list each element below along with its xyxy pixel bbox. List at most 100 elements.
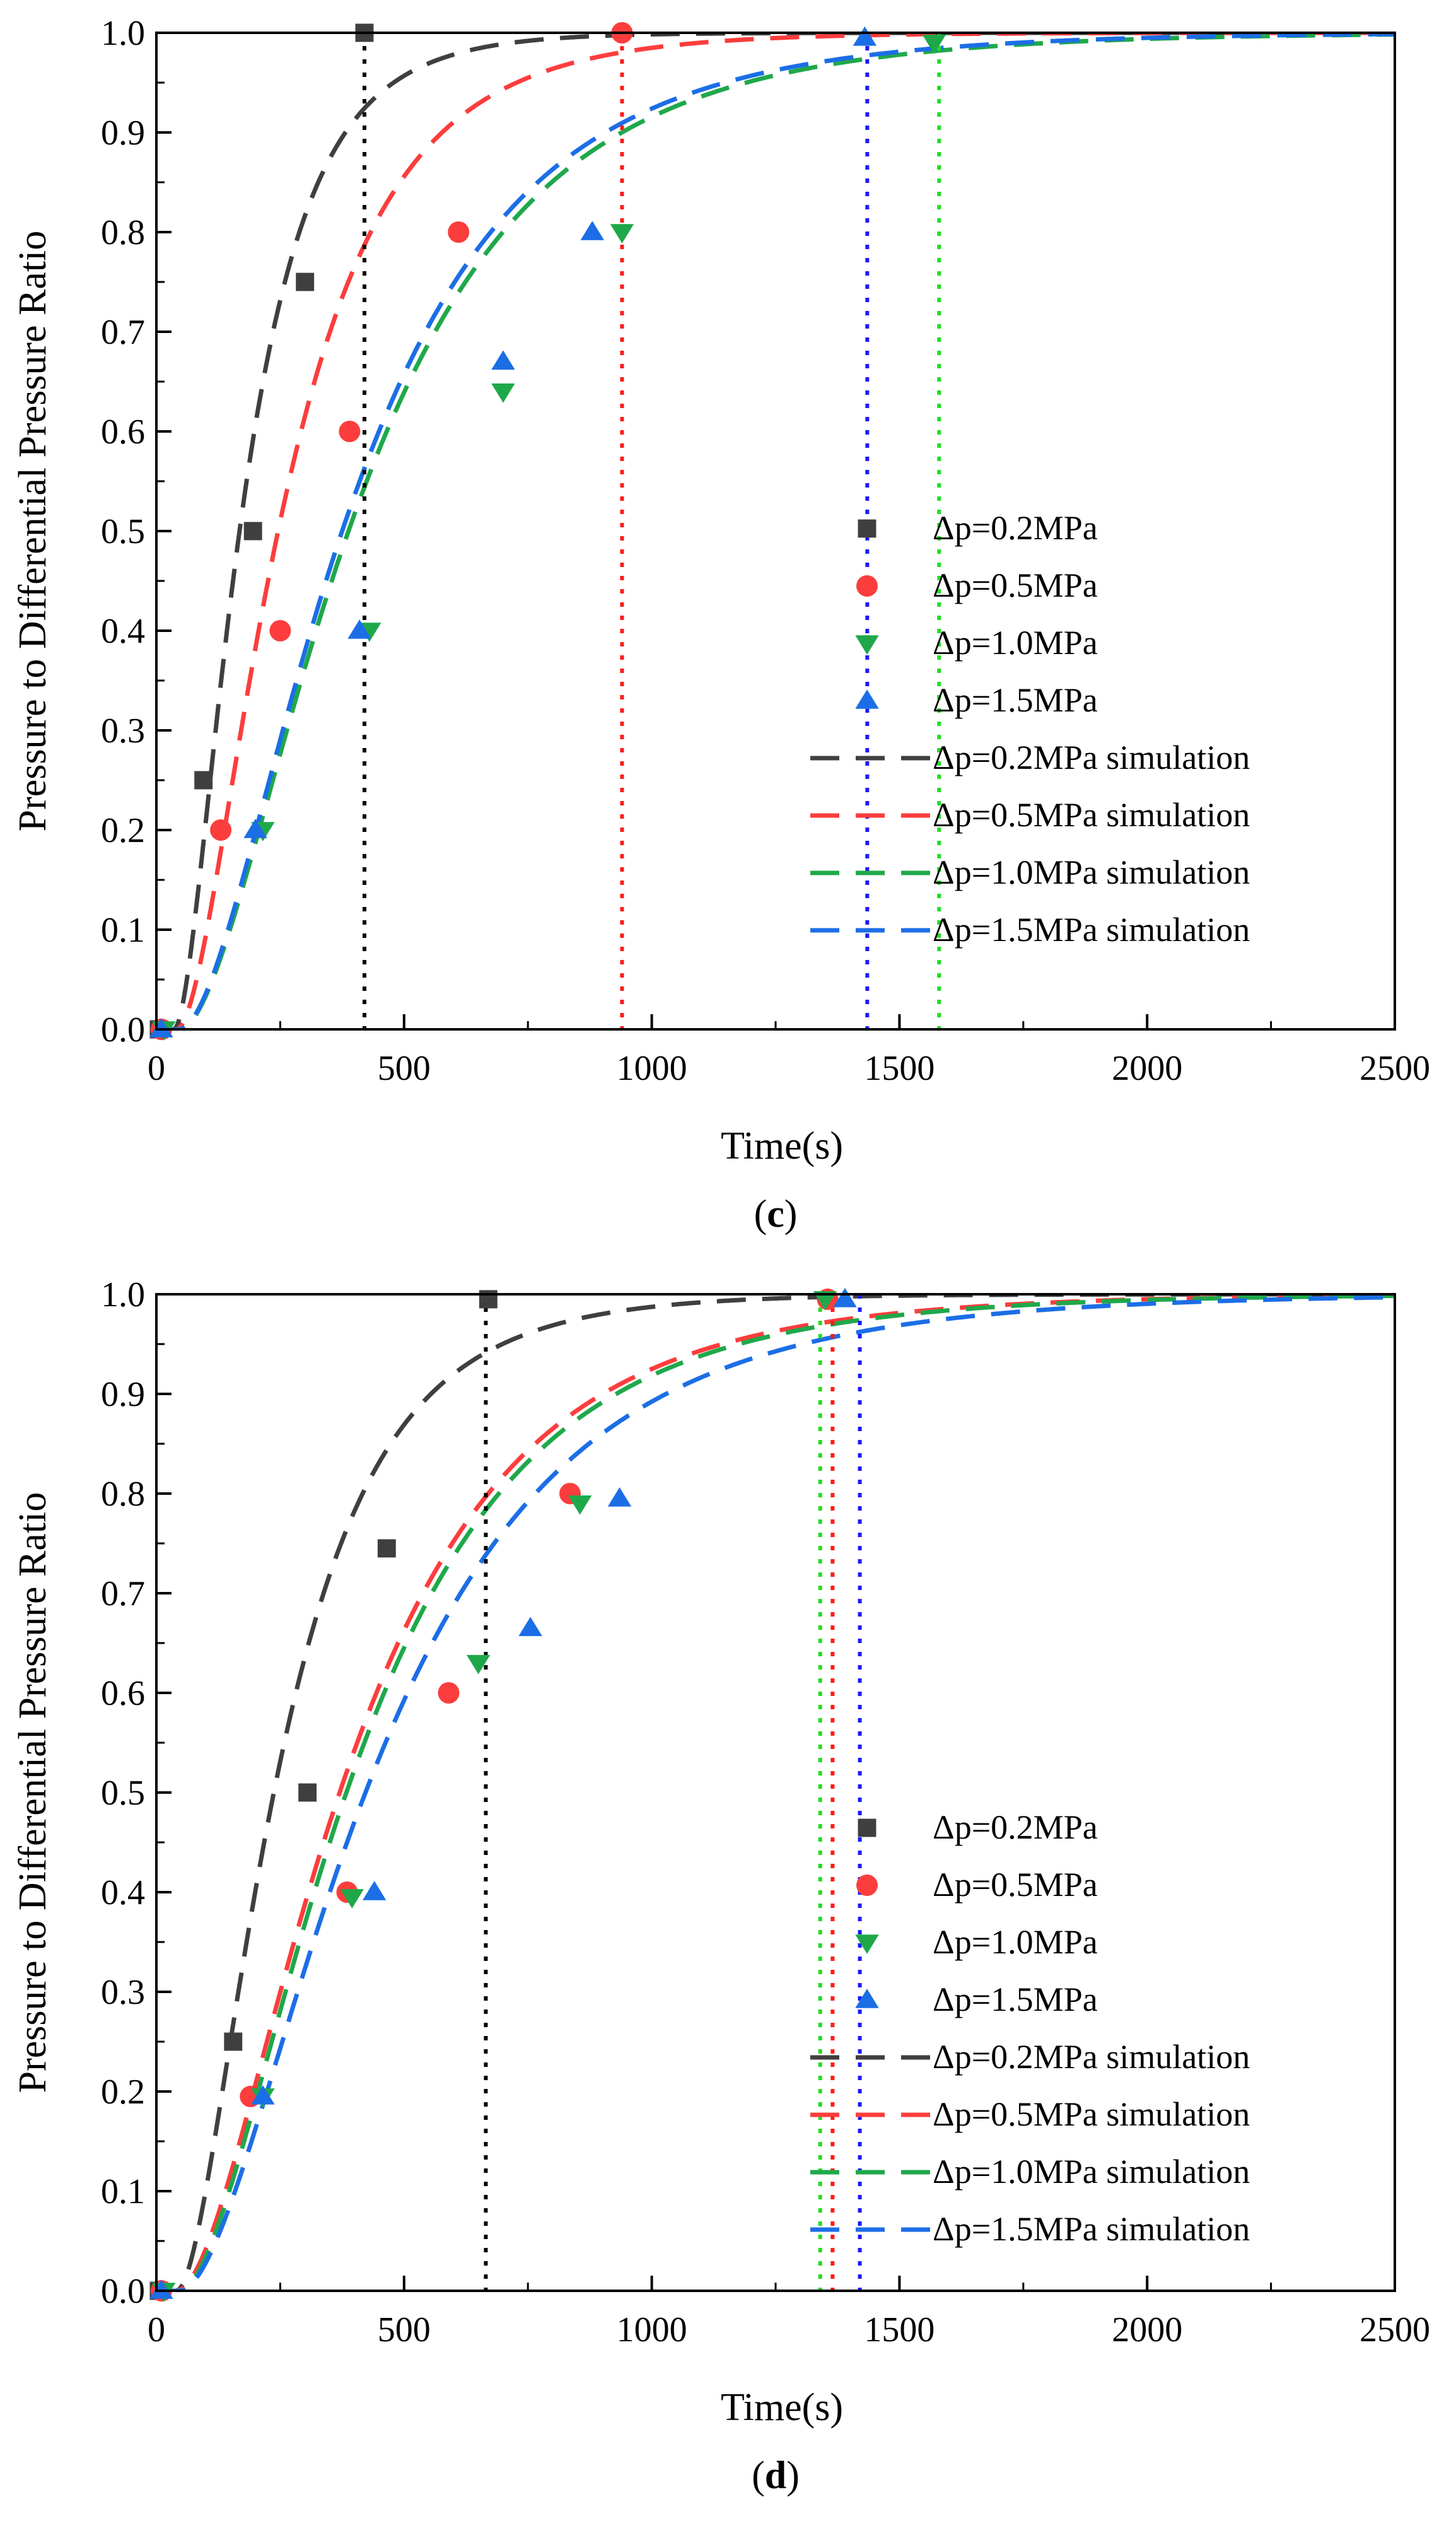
x-tick-label: 0 <box>148 2310 165 2349</box>
panel-label-paren-open: ( <box>754 1193 767 1236</box>
y-tick-label: 0.7 <box>101 313 145 352</box>
legend-label: Δp=1.5MPa <box>933 681 1098 719</box>
legend-item: Δp=1.5MPa <box>855 681 1098 719</box>
data-point <box>479 1290 498 1309</box>
y-tick-label: 0.5 <box>101 512 145 551</box>
data-point <box>568 1495 592 1515</box>
data-point <box>607 1487 632 1507</box>
x-tick-label: 1500 <box>864 2310 935 2349</box>
data-point <box>269 620 291 641</box>
legend-label: Δp=0.2MPa <box>933 1808 1098 1846</box>
y-axis-title: Pressure to Differential Pressure Ratio <box>11 231 54 832</box>
legend-item: Δp=1.0MPa simulation <box>810 2153 1250 2191</box>
legend-label: Δp=1.5MPa simulation <box>933 2210 1250 2248</box>
sim-curve-1 <box>156 1294 1395 2291</box>
legend-item: Δp=0.5MPa <box>856 566 1098 604</box>
panel-label-letter: c <box>767 1193 784 1236</box>
legend-label: Δp=1.0MPa simulation <box>933 2153 1250 2191</box>
series-markers-1 <box>150 1288 839 2302</box>
panel-label-paren-open: ( <box>752 2454 765 2497</box>
panel-label-paren-close: ) <box>784 1193 798 1236</box>
data-point <box>580 221 605 240</box>
data-point <box>194 771 213 790</box>
data-point <box>243 819 267 838</box>
x-axis-title: Time(s) <box>721 2386 843 2429</box>
legend-marker <box>855 1934 879 1954</box>
data-point <box>491 383 515 403</box>
data-point <box>339 421 361 442</box>
simulation-curves <box>156 1294 1395 2291</box>
data-point <box>853 26 877 46</box>
legend-label: Δp=0.5MPa simulation <box>933 2095 1250 2133</box>
legend-item: Δp=0.2MPa <box>858 509 1098 547</box>
legend-label: Δp=1.5MPa simulation <box>933 911 1250 949</box>
data-point <box>251 2085 275 2105</box>
legend: Δp=0.2MPa Δp=0.5MPa Δp=1.0MPa Δp=1.5MPa Δp=0… <box>810 509 1250 949</box>
legend-label: Δp=0.2MPa simulation <box>933 2038 1250 2076</box>
legend-label: Δp=0.5MPa <box>933 1866 1098 1904</box>
data-point <box>340 1889 364 1909</box>
legend-marker <box>858 519 877 538</box>
legend-marker <box>856 575 878 597</box>
data-point <box>243 522 262 541</box>
legend-item: Δp=0.2MPa simulation <box>810 739 1250 776</box>
x-tick-label: 2500 <box>1360 2310 1430 2349</box>
panel-label-paren-close: ) <box>786 2454 800 2497</box>
legend-item: Δp=0.5MPa simulation <box>810 2095 1250 2133</box>
x-tick-label: 1000 <box>617 2310 687 2349</box>
sim-curve-2 <box>156 33 1395 1029</box>
series-markers-3 <box>149 26 877 1038</box>
y-tick-label: 0.2 <box>101 811 145 850</box>
data-point <box>438 1682 460 1704</box>
plot-frame <box>155 1293 1396 2292</box>
legend-item: Δp=0.2MPa simulation <box>810 2038 1250 2076</box>
y-tick-label: 0.4 <box>101 1873 145 1912</box>
legend-marker <box>855 689 879 709</box>
series-markers-3 <box>149 1288 857 2299</box>
legend-marker <box>855 1989 879 2008</box>
x-tick-label: 500 <box>378 2310 431 2349</box>
y-tick-label: 0.1 <box>101 911 145 950</box>
legend-item: Δp=0.5MPa <box>856 1866 1098 1904</box>
sim-curve-3 <box>156 1295 1395 2291</box>
data-point <box>922 35 946 54</box>
sim-curve-2 <box>156 1294 1395 2291</box>
data-point <box>518 1617 542 1637</box>
x-tick-label: 0 <box>148 1049 165 1088</box>
y-tick-label: 0.3 <box>101 711 145 751</box>
panel-label: (c) <box>754 1193 798 1236</box>
data-point <box>610 224 634 243</box>
y-tick-label: 0.0 <box>101 1010 145 1050</box>
legend-label: Δp=0.2MPa <box>933 509 1098 547</box>
x-tick-label: 2000 <box>1112 1049 1182 1088</box>
y-tick-label: 1.0 <box>101 14 145 53</box>
x-axis-title: Time(s) <box>721 1125 843 1167</box>
sim-curve-0 <box>156 33 1395 1029</box>
y-tick-label: 0.1 <box>101 2172 145 2211</box>
legend-label: Δp=0.5MPa simulation <box>933 796 1250 834</box>
data-point <box>347 619 371 639</box>
legend-item: Δp=0.5MPa simulation <box>810 796 1250 834</box>
data-point <box>298 1783 317 1802</box>
sim-curve-0 <box>156 1294 1395 2291</box>
data-point <box>149 2279 173 2299</box>
x-tick-label: 1000 <box>617 1049 687 1088</box>
data-point <box>149 1018 173 1038</box>
series-markers-2 <box>152 1291 837 2302</box>
legend: Δp=0.2MPa Δp=0.5MPa Δp=1.0MPa Δp=1.5MPa Δp=0… <box>810 1808 1250 2248</box>
x-tick-label: 2000 <box>1112 2310 1182 2349</box>
y-tick-label: 0.8 <box>101 1475 145 1514</box>
y-tick-label: 0.4 <box>101 612 145 651</box>
data-point <box>224 2032 243 2051</box>
data-point <box>813 1291 837 1311</box>
x-tick-label: 1500 <box>864 1049 935 1088</box>
data-point <box>833 1288 857 1307</box>
data-point <box>377 1539 396 1558</box>
series-markers-0 <box>149 1290 498 2300</box>
legend-label: Δp=0.5MPa <box>933 566 1098 604</box>
legend-label: Δp=1.0MPa simulation <box>933 853 1250 891</box>
data-point <box>466 1654 491 1675</box>
data-point <box>448 221 470 243</box>
legend-item: Δp=1.0MPa <box>855 624 1098 662</box>
